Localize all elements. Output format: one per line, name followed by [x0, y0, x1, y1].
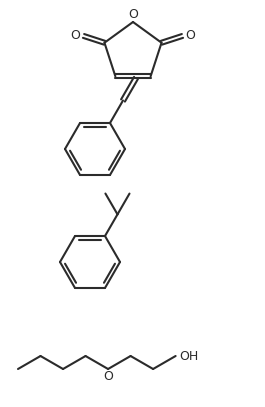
Text: O: O — [70, 29, 81, 42]
Text: OH: OH — [179, 350, 198, 363]
Text: O: O — [128, 9, 138, 22]
Text: O: O — [103, 370, 113, 383]
Text: O: O — [186, 29, 195, 42]
